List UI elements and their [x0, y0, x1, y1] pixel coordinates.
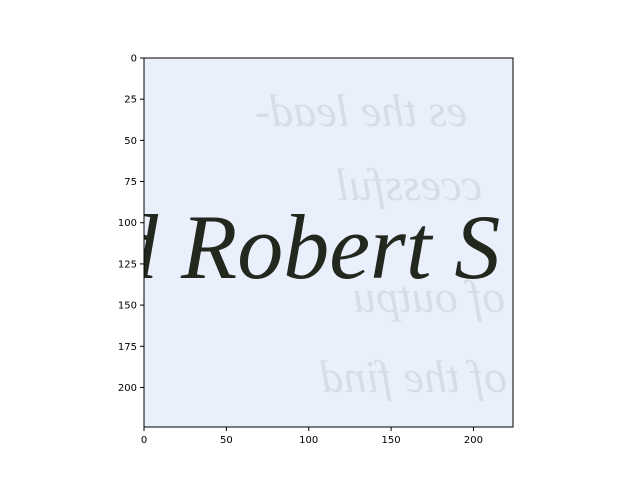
bleed-line-4: of the find: [319, 351, 507, 402]
y-tick-label: 25: [124, 95, 137, 106]
x-axis: 0 50 100 150 200: [141, 427, 483, 446]
y-tick-label: 150: [118, 301, 137, 312]
y-tick-label: 175: [118, 342, 137, 353]
x-tick-label: 100: [299, 435, 318, 446]
axes-frame: [143, 57, 514, 428]
x-tick-label: 0: [141, 435, 147, 446]
x-tick-label: 50: [220, 435, 233, 446]
y-tick-label: 75: [124, 177, 137, 188]
y-tick-label: 200: [118, 383, 137, 394]
y-tick-label: 0: [131, 54, 137, 65]
bleed-line-1: es the lead-: [255, 85, 467, 136]
y-tick-label: 50: [124, 136, 137, 147]
x-tick-label: 150: [382, 435, 401, 446]
image-panel: es the lead- ccessful y of outpu of the …: [112, 58, 541, 427]
image-text: d Robert S: [112, 196, 500, 298]
bleed-line-3: y of outpu: [353, 271, 541, 322]
y-tick-label: 100: [118, 218, 137, 229]
y-tick-label: 125: [118, 259, 137, 270]
bleed-line-2: ccessful: [336, 159, 482, 210]
y-axis: 0 25 50 75 100 125 150 175 200: [118, 54, 144, 394]
x-tick-label: 200: [464, 435, 483, 446]
paper-background: [144, 58, 513, 427]
